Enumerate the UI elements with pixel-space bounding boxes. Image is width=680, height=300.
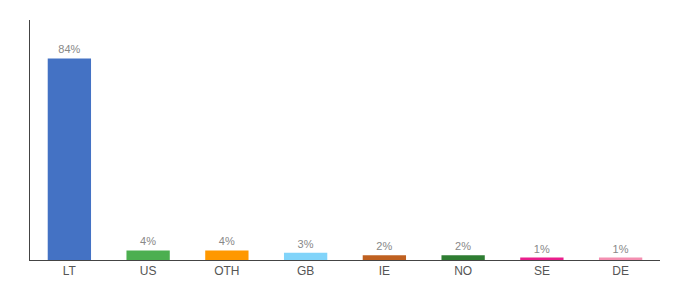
svg-text:2%: 2% [376, 240, 392, 252]
svg-text:OTH: OTH [214, 264, 239, 278]
svg-text:84%: 84% [58, 43, 80, 55]
svg-text:GB: GB [297, 264, 314, 278]
svg-text:4%: 4% [219, 235, 235, 247]
svg-text:SE: SE [534, 264, 550, 278]
svg-text:IE: IE [379, 264, 390, 278]
svg-text:2%: 2% [455, 240, 471, 252]
svg-text:1%: 1% [534, 243, 550, 255]
svg-text:LT: LT [63, 264, 77, 278]
svg-text:4%: 4% [140, 235, 156, 247]
svg-text:1%: 1% [613, 243, 629, 255]
svg-text:DE: DE [612, 264, 629, 278]
svg-text:US: US [140, 264, 157, 278]
svg-text:NO: NO [454, 264, 472, 278]
svg-text:3%: 3% [298, 238, 314, 250]
